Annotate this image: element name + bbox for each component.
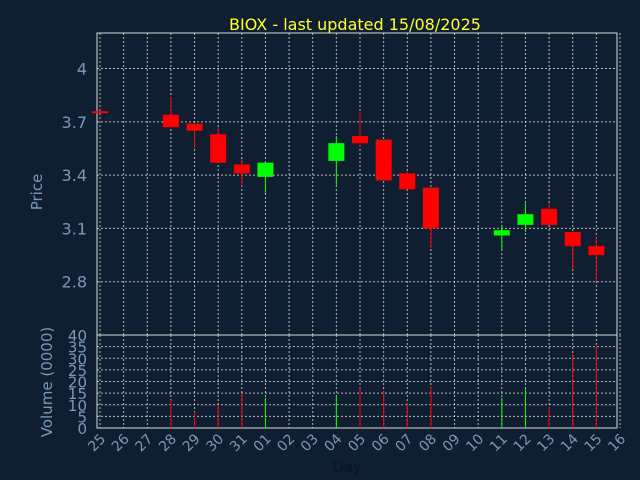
candle-body bbox=[517, 214, 534, 225]
candle-body bbox=[233, 164, 250, 174]
candle-body bbox=[162, 114, 179, 128]
price-axis-label: Price bbox=[28, 174, 46, 211]
candle-body bbox=[493, 230, 510, 236]
day-tick-label: 29 bbox=[180, 431, 204, 455]
day-tick-label: 07 bbox=[392, 431, 416, 455]
chart-title: BIOX - last updated 15/08/2025 bbox=[229, 15, 481, 34]
volume-bars bbox=[170, 346, 597, 428]
day-tick-label: 14 bbox=[558, 431, 582, 455]
price-axis-ticks: 4 3.7 3.4 3.1 2.8 bbox=[62, 60, 87, 292]
volume-axis-label: Volume (0000) bbox=[38, 327, 56, 437]
day-tick-label: 15 bbox=[582, 431, 606, 455]
candle-body bbox=[92, 111, 108, 114]
day-tick-label: 04 bbox=[322, 431, 346, 455]
candle-body bbox=[564, 231, 581, 247]
day-tick-label: 13 bbox=[534, 431, 558, 455]
day-tick-label: 08 bbox=[416, 431, 440, 455]
candle-body bbox=[352, 136, 368, 144]
volume-tick-label: 35 bbox=[68, 339, 87, 357]
day-tick-label: 05 bbox=[345, 431, 369, 455]
volume-tick-label: 30 bbox=[68, 350, 87, 368]
candle-body bbox=[541, 208, 558, 225]
volume-panel-frame bbox=[96, 334, 618, 429]
day-tick-label: 11 bbox=[487, 431, 511, 455]
price-gridlines bbox=[97, 33, 621, 335]
candles bbox=[92, 96, 605, 282]
volume-gridlines bbox=[97, 334, 621, 429]
day-tick-label: 02 bbox=[274, 431, 298, 455]
day-tick-label: 30 bbox=[203, 431, 227, 455]
candle-body bbox=[328, 143, 345, 161]
candle-body bbox=[210, 134, 227, 163]
candle-body bbox=[186, 123, 203, 131]
day-tick-label: 10 bbox=[463, 431, 487, 455]
volume-tick-label: 10 bbox=[68, 397, 87, 415]
day-tick-label: 12 bbox=[511, 431, 535, 455]
price-tick-label: 3.7 bbox=[62, 113, 87, 132]
day-tick-label: 25 bbox=[85, 431, 109, 455]
price-tick-label: 2.8 bbox=[62, 273, 87, 292]
day-axis-ticks: 25 26 27 28 29 30 31 01 02 03 04 05 06 07 08 09 10 11 12 13… bbox=[85, 431, 629, 455]
price-tick-label: 3.4 bbox=[62, 166, 87, 185]
day-tick-label: 26 bbox=[109, 431, 133, 455]
day-tick-label: 16 bbox=[605, 431, 629, 455]
volume-tick-label: 0 bbox=[77, 420, 87, 438]
volume-tick-label: 15 bbox=[68, 385, 87, 403]
day-tick-label: 01 bbox=[251, 431, 275, 455]
volume-tick-label: 5 bbox=[77, 408, 87, 426]
day-tick-label: 09 bbox=[440, 431, 464, 455]
candle-body bbox=[399, 173, 416, 190]
candle-body bbox=[422, 187, 439, 229]
day-axis-label: Day bbox=[332, 458, 362, 476]
volume-tick-label: 20 bbox=[68, 374, 87, 392]
candle-body bbox=[257, 162, 274, 177]
day-tick-label: 03 bbox=[298, 431, 322, 455]
price-tick-label: 4 bbox=[77, 60, 87, 79]
day-tick-label: 27 bbox=[132, 431, 156, 455]
candle-body bbox=[375, 139, 392, 181]
day-tick-label: 28 bbox=[156, 431, 180, 455]
volume-tick-label: 40 bbox=[68, 327, 87, 345]
price-tick-label: 3.1 bbox=[62, 219, 87, 238]
volume-tick-label: 25 bbox=[68, 362, 87, 380]
day-tick-label: 31 bbox=[227, 431, 251, 455]
price-panel-frame bbox=[96, 32, 618, 336]
candle-body bbox=[588, 246, 605, 256]
day-tick-label: 06 bbox=[369, 431, 393, 455]
